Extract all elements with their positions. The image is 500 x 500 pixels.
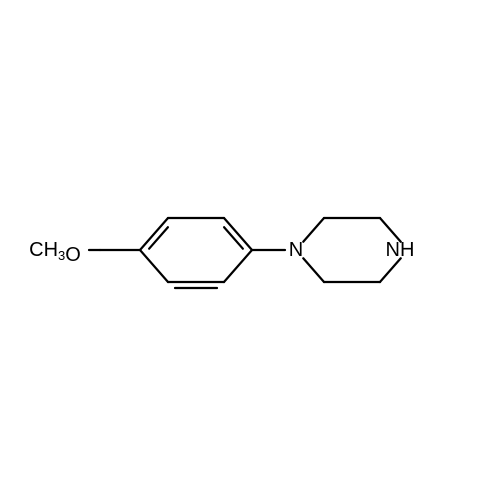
atom-label-ch3: CH3O: [29, 239, 81, 266]
chemical-structure: CH3O N NH: [0, 0, 500, 500]
atom-label-n2: NH: [386, 239, 415, 261]
atom-label-n1: N: [289, 239, 303, 261]
